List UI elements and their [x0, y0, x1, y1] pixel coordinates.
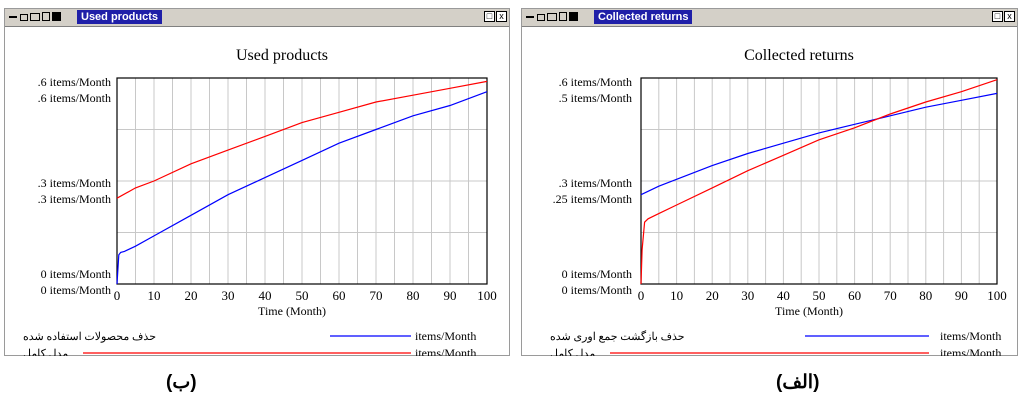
- x-tick-label: 70: [370, 288, 383, 303]
- close-button[interactable]: x: [496, 11, 507, 22]
- y-axis-label: 0 items/Month: [41, 283, 111, 297]
- x-axis-label: Time (Month): [775, 304, 843, 318]
- window-title: Used products: [77, 10, 163, 24]
- x-tick-label: 50: [296, 288, 309, 303]
- y-axis-label: .5 items/Month: [559, 91, 632, 105]
- maximize-button[interactable]: □: [992, 11, 1003, 22]
- legend-label: حذف بازگشت جمع اوری شده: [550, 330, 685, 343]
- legend-unit: items/Month: [940, 346, 1001, 356]
- chart-title: Used products: [236, 47, 328, 64]
- x-tick-label: 50: [813, 288, 826, 303]
- series-line-1: [640, 79, 998, 285]
- copy-icon[interactable]: [42, 12, 50, 21]
- y-axis-label: .3 items/Month: [38, 192, 111, 206]
- y-axis-label: 0 items/Month: [562, 283, 632, 297]
- y-axis-label: .3 items/Month: [38, 176, 111, 190]
- x-tick-label: 100: [477, 288, 497, 303]
- x-axis-label: Time (Month): [258, 304, 326, 318]
- print-icon[interactable]: [30, 13, 40, 21]
- x-tick-label: 30: [741, 288, 754, 303]
- chart-window-used-products: Used products □ x Used products .6 items/…: [4, 8, 510, 356]
- window-controls: □ x: [484, 11, 507, 22]
- y-axis-label: 0 items/Month: [562, 267, 632, 281]
- window-titlebar: Used products □ x: [5, 9, 509, 27]
- x-tick-label: 80: [919, 288, 932, 303]
- lock-icon[interactable]: [537, 14, 545, 21]
- x-tick-label: 40: [259, 288, 272, 303]
- x-tick-label: 20: [185, 288, 198, 303]
- x-tick-label: 20: [706, 288, 719, 303]
- x-tick-label: 0: [114, 288, 121, 303]
- print-icon[interactable]: [547, 13, 557, 21]
- x-tick-label: 10: [670, 288, 683, 303]
- titlebar-tools: [8, 11, 61, 23]
- panel-caption-alef: (الف): [776, 372, 820, 393]
- x-tick-label: 70: [884, 288, 897, 303]
- legend-label: حذف محصولات استفاده شده: [23, 331, 156, 343]
- window-title: Collected returns: [594, 10, 693, 24]
- x-tick-label: 0: [638, 288, 645, 303]
- lock-icon[interactable]: [20, 14, 28, 21]
- chart-collected-returns: Collected returns .6 items/Month .5 items/…: [550, 47, 1007, 356]
- save-icon[interactable]: [52, 12, 61, 21]
- legend-unit: items/Month: [415, 329, 476, 343]
- x-tick-label: 40: [777, 288, 790, 303]
- chart-used-products: Used products .6 items/Month .6 items/Mont…: [23, 47, 497, 356]
- y-axis-label: 0 items/Month: [41, 267, 111, 281]
- y-axis-label: .6 items/Month: [38, 75, 111, 89]
- y-axis-label: .25 items/Month: [553, 192, 632, 206]
- x-tick-label: 60: [848, 288, 861, 303]
- window-controls: □ x: [992, 11, 1015, 22]
- y-axis-label: .3 items/Month: [559, 176, 632, 190]
- series-line-0: [116, 91, 488, 285]
- x-tick-label: 60: [333, 288, 346, 303]
- plot-frame: [116, 77, 488, 285]
- maximize-button[interactable]: □: [484, 11, 495, 22]
- copy-icon[interactable]: [559, 12, 567, 21]
- minimize-dash-icon[interactable]: [525, 11, 535, 22]
- x-tick-label: 30: [222, 288, 235, 303]
- panel-caption-b: (ب): [166, 372, 197, 393]
- save-icon[interactable]: [569, 12, 578, 21]
- y-axis-label: .6 items/Month: [559, 75, 632, 89]
- x-tick-label: 10: [148, 288, 161, 303]
- x-tick-label: 100: [987, 288, 1007, 303]
- series-line-0: [640, 92, 998, 196]
- x-tick-label: 80: [407, 288, 420, 303]
- legend-unit: items/Month: [940, 329, 1001, 343]
- close-button[interactable]: x: [1004, 11, 1015, 22]
- window-titlebar: Collected returns □ x: [522, 9, 1017, 27]
- plot-frame: [640, 77, 998, 285]
- chart-window-collected-returns: Collected returns □ x Collected returns.…: [521, 8, 1018, 356]
- titlebar-tools: [525, 11, 578, 23]
- legend-label: مدل کامل: [550, 348, 595, 356]
- x-tick-label: 90: [444, 288, 457, 303]
- series-line-1: [116, 80, 488, 199]
- legend-unit: items/Month: [415, 346, 476, 356]
- x-tick-label: 90: [955, 288, 968, 303]
- legend-label: مدل کامل: [23, 348, 68, 356]
- chart-title: Collected returns: [744, 47, 854, 64]
- minimize-dash-icon[interactable]: [8, 11, 18, 22]
- y-axis-label: .6 items/Month: [38, 91, 111, 105]
